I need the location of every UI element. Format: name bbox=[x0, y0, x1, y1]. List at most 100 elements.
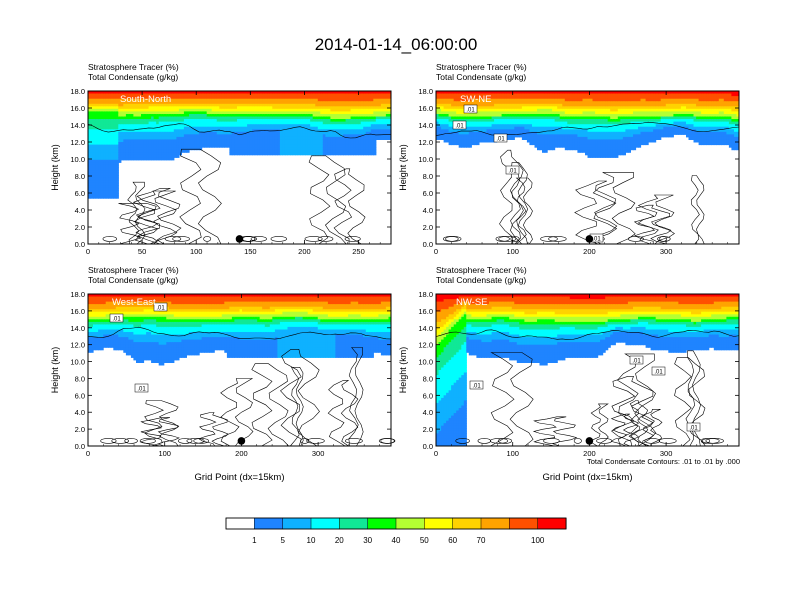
contour-label-box bbox=[153, 302, 168, 312]
colorbar-box bbox=[509, 517, 539, 530]
y-tick-label: 14.0 bbox=[70, 324, 85, 333]
colorbar-label: 40 bbox=[392, 536, 401, 545]
contour-label-box bbox=[686, 422, 701, 432]
y-tick-label: 18.0 bbox=[70, 290, 85, 299]
x-tick-label: 100 bbox=[158, 449, 171, 458]
y-tick-label: 6.0 bbox=[423, 189, 433, 198]
section-label: SW-NE bbox=[460, 94, 492, 105]
y-tick-label: 2.0 bbox=[75, 223, 85, 232]
y-tick-label: 0.0 bbox=[75, 240, 85, 249]
contour-label: .01 bbox=[156, 306, 165, 312]
panel-title-line1: Stratosphere Tracer (%) bbox=[88, 62, 179, 72]
plot-frame bbox=[87, 293, 392, 447]
colorbar-box bbox=[225, 517, 255, 530]
y-tick-label: 10.0 bbox=[70, 155, 85, 164]
x-tick-label: 0 bbox=[86, 449, 90, 458]
colorbar-box bbox=[424, 517, 454, 530]
x-tick-label: 300 bbox=[312, 449, 325, 458]
location-marker bbox=[585, 235, 594, 243]
y-tick-label: 18.0 bbox=[418, 87, 433, 96]
x-tick-label: 200 bbox=[298, 247, 311, 256]
colorbar-label: 20 bbox=[335, 536, 344, 545]
colorbar-label: 10 bbox=[307, 536, 316, 545]
y-tick-label: 8.0 bbox=[75, 374, 85, 383]
panel-title-line2: Total Condensate (g/kg) bbox=[88, 275, 178, 285]
y-tick-label: 2.0 bbox=[423, 425, 433, 434]
tracer-field bbox=[436, 91, 739, 158]
x-tick-label: 100 bbox=[190, 247, 203, 256]
y-tick-label: 14.0 bbox=[418, 121, 433, 130]
y-tick-label: 4.0 bbox=[423, 206, 433, 215]
contour-label-box bbox=[452, 120, 467, 130]
colorbar-box bbox=[339, 517, 369, 530]
panel-title-line1: Stratosphere Tracer (%) bbox=[436, 62, 527, 72]
contour-label-box bbox=[463, 104, 478, 114]
x-tick-label: 100 bbox=[506, 247, 519, 256]
contour-label-box bbox=[651, 366, 666, 376]
panels: 0.0 2.0 4.0 6.0 8.0 10.0 12.0 14.0 16.0 18.0 0 50 10… bbox=[50, 62, 740, 483]
section-label: South-North bbox=[120, 94, 171, 105]
contour-label-box bbox=[493, 133, 508, 143]
colorbar-box bbox=[395, 517, 425, 530]
section-label: NW-SE bbox=[456, 297, 488, 308]
y-tick-label: 16.0 bbox=[418, 104, 433, 113]
y-tick-label: 0.0 bbox=[75, 442, 85, 451]
condensate-contours bbox=[435, 329, 740, 447]
panel-title-line2: Total Condensate (g/kg) bbox=[88, 72, 178, 82]
y-tick-label: 12.0 bbox=[418, 138, 433, 147]
x-tick-label: 50 bbox=[138, 247, 146, 256]
y-tick-label: 16.0 bbox=[70, 104, 85, 113]
colorbar-label: 100 bbox=[531, 536, 545, 545]
contour-label: .01 bbox=[689, 426, 698, 432]
contour-label: .01 bbox=[137, 387, 146, 393]
contour-label-box bbox=[109, 313, 124, 323]
colorbar-box bbox=[452, 517, 482, 530]
y-tick-label: 6.0 bbox=[75, 391, 85, 400]
contour-label: .01 bbox=[472, 384, 481, 390]
panel-sw-ne: .01 .01 .01 .01 .01 0.0 2.0 4.0 6.0 8.0 10.0 12.0 14… bbox=[398, 62, 740, 256]
y-tick-label: 14.0 bbox=[418, 324, 433, 333]
colorbar-box bbox=[254, 517, 284, 530]
y-axis-label: Height (km) bbox=[50, 347, 60, 394]
x-axis-label: Grid Point (dx=15km) bbox=[542, 472, 632, 483]
y-tick-label: 0.0 bbox=[423, 442, 433, 451]
y-tick-label: 4.0 bbox=[75, 408, 85, 417]
contour-note: Total Condensate Contours: .01 to .01 by… bbox=[587, 457, 740, 466]
y-axis-label: Height (km) bbox=[50, 144, 60, 191]
contour-label: .01 bbox=[112, 317, 121, 323]
colorbar: 1 5 10 20 30 40 50 60 70 100 bbox=[225, 517, 567, 545]
contour-label: .01 bbox=[508, 169, 517, 175]
location-marker bbox=[237, 437, 246, 445]
y-tick-label: 10.0 bbox=[418, 358, 433, 367]
colorbar-label: 5 bbox=[280, 536, 285, 545]
y-tick-label: 0.0 bbox=[423, 240, 433, 249]
plot-frame bbox=[435, 90, 740, 245]
panel-south-north: 0.0 2.0 4.0 6.0 8.0 10.0 12.0 14.0 16.0 18.0 0 50 10… bbox=[50, 62, 392, 256]
panel-title-line2: Total Condensate (g/kg) bbox=[436, 72, 526, 82]
y-tick-label: 12.0 bbox=[70, 138, 85, 147]
contour-label: .01 bbox=[654, 370, 663, 376]
colorbar-box bbox=[367, 517, 397, 530]
colorbar-frame bbox=[225, 517, 567, 530]
figure-title: 2014-01-14_06:00:00 bbox=[315, 35, 478, 54]
y-tick-label: 8.0 bbox=[423, 172, 433, 181]
x-tick-label: 100 bbox=[506, 449, 519, 458]
colorbar-box bbox=[537, 517, 567, 530]
colorbar-box bbox=[310, 517, 340, 530]
y-tick-label: 18.0 bbox=[418, 290, 433, 299]
y-tick-label: 14.0 bbox=[70, 121, 85, 130]
contour-label: .01 bbox=[592, 237, 601, 243]
location-marker bbox=[585, 437, 594, 445]
y-tick-label: 10.0 bbox=[418, 155, 433, 164]
y-tick-label: 2.0 bbox=[423, 223, 433, 232]
colorbar-box bbox=[480, 517, 510, 530]
contour-label-box bbox=[134, 383, 149, 393]
colorbar-label: 1 bbox=[252, 536, 257, 545]
y-tick-label: 8.0 bbox=[75, 172, 85, 181]
x-tick-label: 150 bbox=[244, 247, 257, 256]
contour-label: .01 bbox=[455, 124, 464, 130]
contour-label: .01 bbox=[466, 108, 475, 114]
x-tick-label: 0 bbox=[434, 247, 438, 256]
contour-label: .01 bbox=[496, 137, 505, 143]
